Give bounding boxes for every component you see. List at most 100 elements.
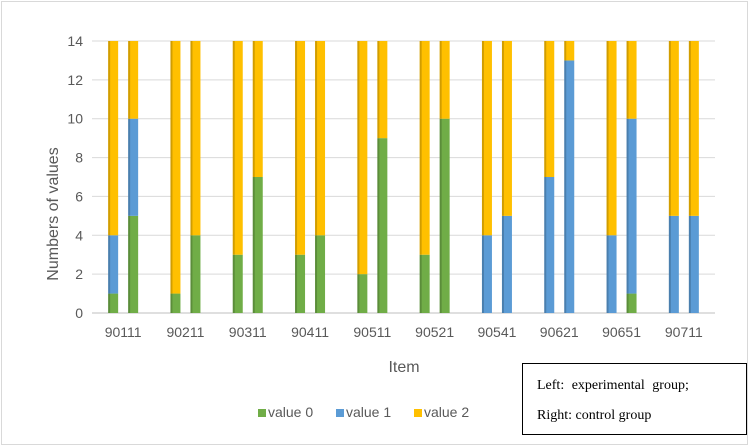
note-left-group: Left: experimental group;	[537, 378, 689, 393]
bar-shade	[439, 41, 442, 119]
y-axis-title: Numbers of values	[45, 147, 62, 280]
bar-90211-left-value-0	[170, 293, 181, 313]
bar-90511-left-value-2	[357, 41, 368, 275]
bar-shade	[357, 274, 360, 313]
bar-shade	[377, 138, 380, 313]
bar-shade	[315, 235, 318, 313]
x-tick-label: 90711	[665, 324, 703, 340]
bar-90511-left-value-0	[357, 274, 368, 313]
x-tick-label: 90651	[602, 324, 641, 340]
bar-shade	[377, 41, 380, 139]
y-tick-label: 8	[75, 150, 83, 166]
bar-90541-left-value-1	[481, 235, 492, 313]
bar-90511-right-value-2	[377, 41, 388, 139]
bar-90521-left-value-2	[419, 41, 430, 255]
bar-shade	[190, 235, 193, 313]
bar-shade	[626, 118, 629, 294]
bar-90711-left-value-2	[668, 41, 679, 216]
note-right-group: Right: control group	[537, 408, 652, 423]
bar-shade	[501, 41, 504, 216]
legend-swatch-value-0	[258, 409, 266, 417]
bar-shade	[108, 293, 111, 313]
bar-shade	[170, 293, 173, 313]
bar-90311-right-value-0	[252, 177, 263, 313]
bar-shade	[315, 41, 318, 236]
bar-shade	[232, 254, 235, 313]
bar-90411-right-value-0	[315, 235, 326, 313]
bar-shade	[564, 41, 567, 61]
bar-90511-right-value-0	[377, 138, 388, 313]
bar-shade	[419, 41, 422, 255]
bar-shade	[295, 41, 298, 255]
bar-shade	[501, 215, 504, 313]
bar-shade	[108, 41, 111, 236]
bar-90711-right-value-2	[688, 41, 699, 216]
bar-90111-right-value-0	[128, 215, 139, 313]
bar-90111-right-value-1	[128, 118, 139, 216]
y-tick-label: 14	[67, 33, 83, 49]
bar-90541-right-value-1	[501, 215, 512, 313]
bar-shade	[190, 41, 193, 236]
bar-90621-right-value-1	[564, 60, 575, 313]
y-tick-label: 10	[67, 111, 83, 127]
bar-shade	[544, 41, 547, 177]
bar-shade	[688, 215, 691, 313]
y-tick-label: 2	[75, 266, 83, 282]
x-axis-ticks: 90111 90211 90311 90411 90511 90521 90541 90621…	[105, 324, 703, 340]
bar-shade	[128, 215, 131, 313]
bar-shade	[626, 293, 629, 313]
bar-shade	[481, 41, 484, 236]
bar-90651-right-value-2	[626, 41, 637, 119]
gridlines	[92, 40, 715, 314]
legend-label-value-1: value 1	[346, 404, 391, 420]
bar-shade	[419, 254, 422, 313]
bar-90711-right-value-1	[688, 215, 699, 313]
bar-90311-left-value-0	[232, 254, 243, 313]
x-tick-label: 90311	[229, 324, 267, 340]
bar-shade	[688, 41, 691, 216]
bar-90621-right-value-2	[564, 41, 575, 61]
bar-90651-right-value-1	[626, 118, 637, 294]
bar-90521-right-value-2	[439, 41, 450, 119]
bar-90541-right-value-2	[501, 41, 512, 216]
bar-90111-left-value-1	[108, 235, 119, 294]
bar-90111-left-value-0	[108, 293, 119, 313]
bar-90111-left-value-2	[108, 41, 119, 236]
bar-90541-left-value-2	[481, 41, 492, 236]
x-tick-label: 90621	[540, 324, 579, 340]
bar-shade	[170, 41, 173, 294]
bar-shade	[606, 235, 609, 313]
bar-90521-right-value-0	[439, 118, 450, 313]
bar-shade	[668, 41, 671, 216]
bar-90621-left-value-2	[544, 41, 555, 177]
bar-90521-left-value-0	[419, 254, 430, 313]
x-axis-title: Item	[388, 359, 419, 376]
bar-90651-left-value-1	[606, 235, 617, 313]
bars	[108, 41, 699, 313]
bar-shade	[252, 177, 255, 313]
bar-90311-right-value-2	[252, 41, 263, 177]
x-tick-label: 90521	[415, 324, 454, 340]
bar-90711-left-value-1	[668, 215, 679, 313]
y-tick-label: 6	[75, 188, 83, 204]
bar-90651-left-value-2	[606, 41, 617, 236]
bar-shade	[357, 41, 360, 275]
bar-shade	[439, 118, 442, 313]
legend: value 0 value 1 value 2	[258, 404, 469, 420]
bar-shade	[606, 41, 609, 236]
group-note-box: Left: experimental group; Right: control…	[522, 363, 747, 435]
bar-shade	[295, 254, 298, 313]
y-tick-label: 0	[75, 305, 83, 321]
bar-90311-left-value-2	[232, 41, 243, 255]
bar-90111-right-value-2	[128, 41, 139, 119]
bar-shade	[626, 41, 629, 119]
x-tick-label: 90511	[353, 324, 391, 340]
x-tick-label: 90211	[166, 324, 204, 340]
legend-swatch-value-1	[336, 409, 344, 417]
bar-shade	[108, 235, 111, 294]
bar-90211-left-value-2	[170, 41, 181, 294]
bar-shade	[544, 177, 547, 313]
y-tick-label: 4	[75, 227, 83, 243]
x-tick-label: 90411	[291, 324, 329, 340]
